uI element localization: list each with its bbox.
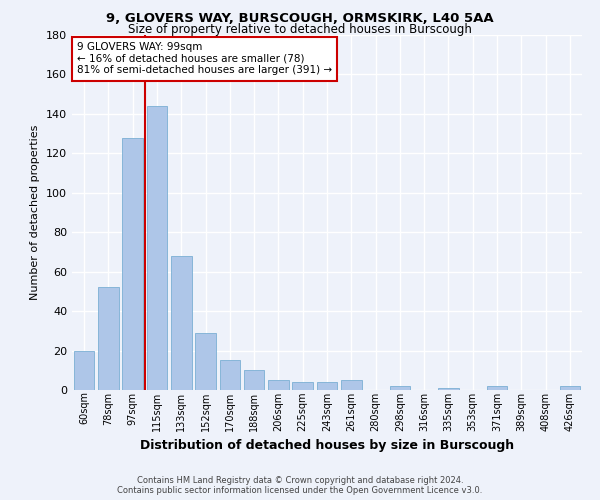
Bar — [292, 382, 313, 390]
Bar — [171, 256, 191, 390]
Bar — [487, 386, 508, 390]
Y-axis label: Number of detached properties: Number of detached properties — [31, 125, 40, 300]
Bar — [244, 370, 265, 390]
Bar — [268, 380, 289, 390]
Bar — [438, 388, 459, 390]
Text: Size of property relative to detached houses in Burscough: Size of property relative to detached ho… — [128, 22, 472, 36]
Bar — [146, 106, 167, 390]
Text: 9, GLOVERS WAY, BURSCOUGH, ORMSKIRK, L40 5AA: 9, GLOVERS WAY, BURSCOUGH, ORMSKIRK, L40… — [106, 12, 494, 26]
Bar — [220, 360, 240, 390]
Bar — [341, 380, 362, 390]
Bar — [317, 382, 337, 390]
Bar — [74, 350, 94, 390]
Bar — [122, 138, 143, 390]
X-axis label: Distribution of detached houses by size in Burscough: Distribution of detached houses by size … — [140, 439, 514, 452]
Bar — [560, 386, 580, 390]
Bar — [389, 386, 410, 390]
Bar — [195, 333, 216, 390]
Text: 9 GLOVERS WAY: 99sqm
← 16% of detached houses are smaller (78)
81% of semi-detac: 9 GLOVERS WAY: 99sqm ← 16% of detached h… — [77, 42, 332, 76]
Bar — [98, 288, 119, 390]
Text: Contains HM Land Registry data © Crown copyright and database right 2024.
Contai: Contains HM Land Registry data © Crown c… — [118, 476, 482, 495]
